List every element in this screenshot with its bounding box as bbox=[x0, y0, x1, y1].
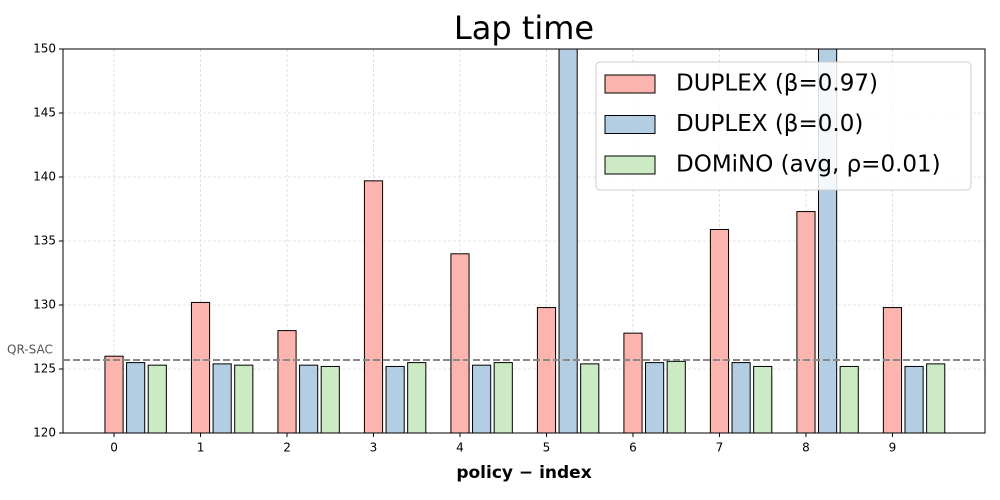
overlay: 120 125 130 135 140 145 150 0 1 2 3 4 5 6 7 8 9 QR-SAC DUP… bbox=[7, 42, 986, 455]
bar bbox=[580, 363, 600, 433]
bar bbox=[212, 363, 232, 433]
bar bbox=[904, 365, 924, 433]
bar bbox=[190, 301, 211, 433]
legend-swatch bbox=[604, 155, 656, 175]
x-tick-label: 8 bbox=[802, 441, 810, 455]
bar bbox=[666, 360, 686, 433]
legend-swatch bbox=[604, 115, 656, 134]
y-tick-label: 140 bbox=[33, 170, 56, 184]
x-tick-label: 2 bbox=[283, 441, 291, 455]
bar bbox=[753, 365, 773, 433]
bar bbox=[385, 365, 405, 433]
bar bbox=[277, 330, 297, 433]
bar bbox=[926, 363, 946, 433]
bar bbox=[558, 49, 578, 433]
y-tick-label: 125 bbox=[33, 362, 56, 376]
x-tick-label: 7 bbox=[716, 441, 724, 455]
bar bbox=[450, 253, 470, 433]
bar bbox=[147, 364, 167, 433]
x-axis-label: policy − index bbox=[456, 463, 591, 483]
x-tick-label: 6 bbox=[629, 441, 637, 455]
bars bbox=[104, 49, 946, 433]
bar bbox=[234, 364, 254, 433]
bar bbox=[731, 362, 751, 433]
bar bbox=[796, 211, 816, 433]
legend-swatch bbox=[604, 74, 656, 94]
bar bbox=[493, 362, 513, 433]
bar bbox=[320, 365, 340, 433]
legend-label: DUPLEX (β=0.97) bbox=[676, 71, 878, 97]
bar bbox=[126, 362, 146, 433]
bar bbox=[104, 355, 124, 433]
bar bbox=[882, 307, 903, 433]
y-tick-label: 145 bbox=[33, 106, 56, 120]
bar bbox=[536, 307, 557, 433]
y-tick-label: 120 bbox=[33, 426, 56, 440]
x-tick-label: 9 bbox=[889, 441, 897, 455]
y-tick-label: 130 bbox=[33, 298, 56, 312]
bar bbox=[645, 362, 665, 433]
y-tick-label: 150 bbox=[33, 42, 56, 56]
plot-frame bbox=[62, 48, 986, 434]
chart-title: Lap time bbox=[454, 9, 594, 47]
x-tick-label: 1 bbox=[197, 441, 205, 455]
y-tick-label: 135 bbox=[33, 234, 56, 248]
x-tick-label: 0 bbox=[110, 441, 118, 455]
bar bbox=[839, 365, 859, 433]
reference-label: QR-SAC bbox=[7, 343, 53, 357]
bar bbox=[299, 364, 319, 433]
x-tick-label: 4 bbox=[456, 441, 464, 455]
x-tick-label: 3 bbox=[370, 441, 378, 455]
bar bbox=[472, 364, 492, 433]
legend-box bbox=[595, 61, 972, 191]
bar bbox=[623, 332, 643, 433]
legend-label: DUPLEX (β=0.0) bbox=[676, 111, 863, 137]
bar bbox=[407, 362, 427, 433]
x-tick-label: 5 bbox=[543, 441, 551, 455]
legend-label: DOMiNO (avg, ρ=0.01) bbox=[676, 152, 941, 178]
bar bbox=[709, 228, 730, 433]
bar bbox=[363, 180, 384, 433]
